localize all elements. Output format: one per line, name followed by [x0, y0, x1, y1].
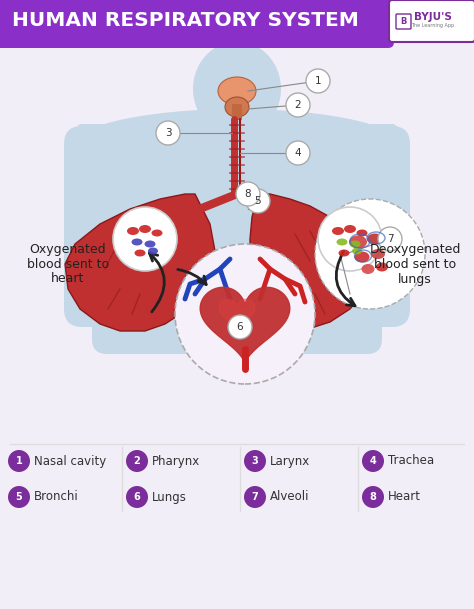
Circle shape — [315, 199, 425, 309]
Circle shape — [228, 315, 252, 339]
Text: Lungs: Lungs — [152, 490, 187, 504]
Ellipse shape — [352, 247, 362, 255]
Circle shape — [113, 207, 177, 271]
Polygon shape — [250, 194, 370, 329]
FancyBboxPatch shape — [215, 92, 259, 145]
Text: Oxygenated
blood sent to
heart: Oxygenated blood sent to heart — [27, 242, 109, 286]
Ellipse shape — [356, 230, 367, 236]
Text: Alveoli: Alveoli — [270, 490, 310, 504]
Text: 2: 2 — [134, 456, 140, 466]
Ellipse shape — [152, 230, 163, 236]
Circle shape — [378, 227, 402, 251]
Ellipse shape — [131, 239, 143, 245]
Ellipse shape — [344, 225, 356, 233]
Text: 8: 8 — [245, 189, 251, 199]
Ellipse shape — [139, 225, 151, 233]
Circle shape — [8, 450, 30, 472]
Circle shape — [246, 189, 270, 213]
Circle shape — [175, 244, 315, 384]
Ellipse shape — [367, 233, 383, 244]
FancyBboxPatch shape — [0, 0, 385, 42]
Ellipse shape — [376, 262, 388, 272]
Polygon shape — [65, 194, 215, 331]
Circle shape — [362, 450, 384, 472]
Ellipse shape — [337, 239, 347, 245]
Polygon shape — [219, 299, 255, 330]
FancyBboxPatch shape — [232, 104, 242, 120]
Ellipse shape — [193, 41, 281, 136]
Text: 8: 8 — [370, 492, 376, 502]
Text: 1: 1 — [16, 456, 22, 466]
Circle shape — [318, 207, 382, 271]
Polygon shape — [200, 287, 290, 364]
Text: 4: 4 — [295, 148, 301, 158]
Text: 3: 3 — [252, 456, 258, 466]
Ellipse shape — [218, 77, 256, 105]
Text: Heart: Heart — [388, 490, 421, 504]
Ellipse shape — [135, 250, 146, 256]
FancyArrowPatch shape — [178, 269, 206, 284]
Circle shape — [156, 121, 180, 145]
Text: Nasal cavity: Nasal cavity — [34, 454, 106, 468]
FancyBboxPatch shape — [77, 124, 397, 194]
Circle shape — [244, 450, 266, 472]
Ellipse shape — [127, 227, 139, 235]
FancyArrowPatch shape — [149, 253, 164, 312]
Circle shape — [236, 182, 260, 206]
Ellipse shape — [338, 250, 349, 256]
Text: B: B — [400, 16, 406, 26]
Text: BYJU'S: BYJU'S — [414, 12, 452, 22]
Text: Trachea: Trachea — [388, 454, 434, 468]
FancyArrowPatch shape — [336, 252, 355, 306]
Text: 6: 6 — [134, 492, 140, 502]
FancyBboxPatch shape — [389, 0, 474, 42]
Circle shape — [286, 93, 310, 117]
Circle shape — [362, 486, 384, 508]
Ellipse shape — [332, 227, 344, 235]
Ellipse shape — [355, 252, 370, 262]
Ellipse shape — [148, 247, 158, 255]
Ellipse shape — [349, 236, 367, 248]
Circle shape — [8, 486, 30, 508]
Circle shape — [244, 486, 266, 508]
Ellipse shape — [225, 97, 249, 117]
Text: 7: 7 — [387, 234, 393, 244]
Text: Pharynx: Pharynx — [152, 454, 200, 468]
Circle shape — [306, 69, 330, 93]
Circle shape — [126, 486, 148, 508]
Text: Bronchi: Bronchi — [34, 490, 79, 504]
Text: 3: 3 — [164, 128, 171, 138]
Text: 1: 1 — [315, 76, 321, 86]
Text: 6: 6 — [237, 322, 243, 332]
Ellipse shape — [349, 241, 361, 247]
Ellipse shape — [67, 109, 407, 189]
Text: Deoxygenated
blood sent to
lungs: Deoxygenated blood sent to lungs — [369, 242, 461, 286]
Text: HUMAN RESPIRATORY SYSTEM: HUMAN RESPIRATORY SYSTEM — [12, 12, 359, 30]
Text: 7: 7 — [252, 492, 258, 502]
Ellipse shape — [362, 264, 374, 274]
FancyBboxPatch shape — [396, 14, 411, 29]
Circle shape — [286, 141, 310, 165]
Text: 4: 4 — [370, 456, 376, 466]
Text: Larynx: Larynx — [270, 454, 310, 468]
Text: 5: 5 — [16, 492, 22, 502]
Text: 2: 2 — [295, 100, 301, 110]
FancyBboxPatch shape — [64, 126, 410, 327]
Text: 5: 5 — [255, 196, 261, 206]
Circle shape — [126, 450, 148, 472]
FancyBboxPatch shape — [92, 204, 382, 354]
Ellipse shape — [371, 249, 385, 259]
FancyBboxPatch shape — [0, 0, 394, 48]
Ellipse shape — [145, 241, 155, 247]
Text: The Learning App: The Learning App — [411, 24, 455, 29]
